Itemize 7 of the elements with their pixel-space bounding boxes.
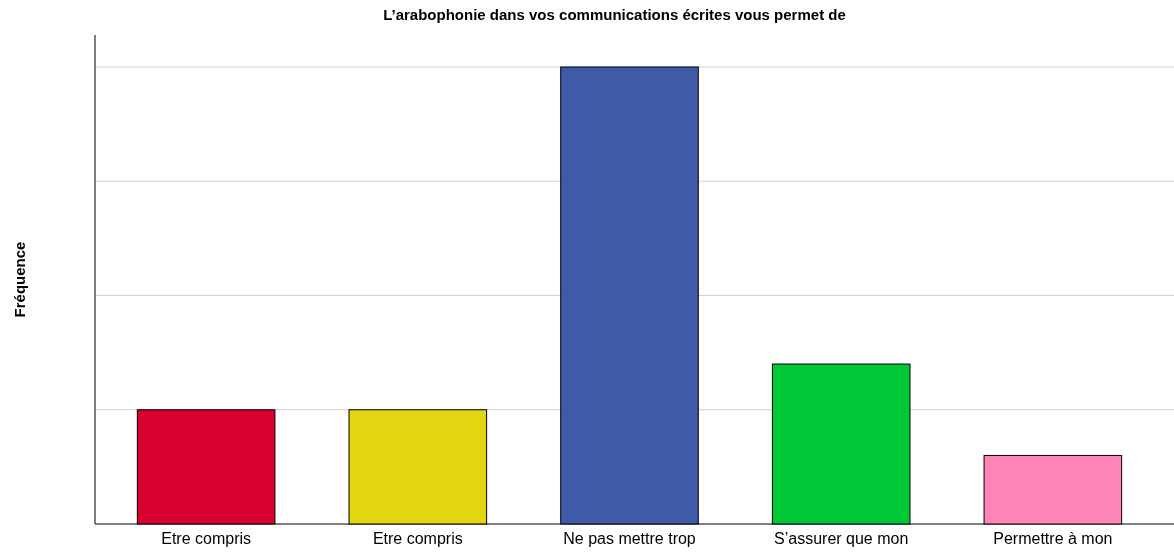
x-tick-label: S’assurer que mon: [774, 530, 909, 547]
x-tick-label: Etre compris: [372, 530, 463, 547]
y-axis-title: Fréquence: [11, 241, 28, 318]
x-tick-label: Etre compris: [161, 530, 252, 547]
x-tick-label: Ne pas mettre trop: [563, 530, 696, 547]
chart-title: L’arabophonie dans vos communications écrites vous permet de: [383, 6, 846, 23]
x-tick-label: Permettre à mon: [993, 530, 1113, 547]
